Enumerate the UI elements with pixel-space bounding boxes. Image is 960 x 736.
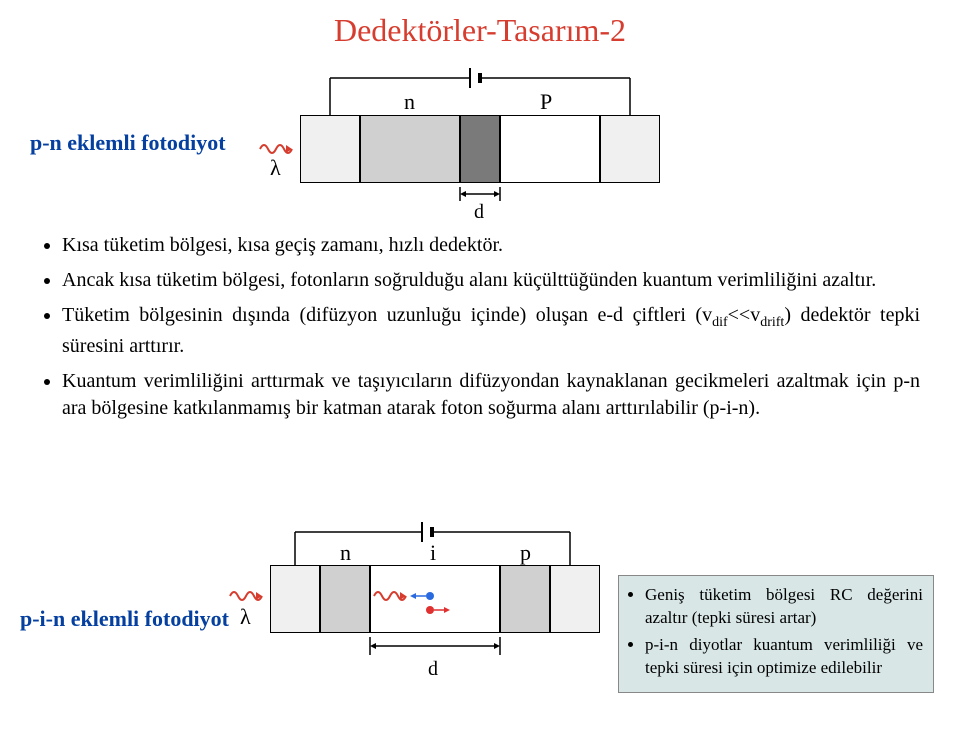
bullet-1: Kısa tüketim bölgesi, kısa geçiş zamanı,… (62, 232, 920, 259)
pin-p-region (500, 565, 550, 633)
pin-n-region (320, 565, 370, 633)
bullet-4: Kuantum verimliliğini arttırmak ve taşıy… (62, 368, 920, 422)
side-label-pin: p-i-n eklemli fotodiyot (20, 606, 229, 632)
pin-outer-right (550, 565, 600, 633)
side-label-pn: p-n eklemli fotodiyot (30, 130, 226, 156)
info-2: p-i-n diyotlar kuantum verimliliği ve te… (645, 634, 923, 680)
pn-lambda: λ (270, 155, 281, 181)
pn-p-region (500, 115, 600, 183)
diagram-pn: n P d λ (300, 55, 660, 225)
bullet-2: Ancak kısa tüketim bölgesi, fotonların s… (62, 267, 920, 294)
pin-i-label: i (430, 540, 436, 566)
pin-n-label: n (340, 540, 351, 566)
pin-internal-icon (372, 582, 498, 622)
wires-top-1 (300, 55, 660, 115)
pn-n-region (360, 115, 460, 183)
bullet-3: Tüketim bölgesinin dışında (difüzyon uzu… (62, 302, 920, 360)
pin-lambda: λ (240, 604, 251, 630)
diagram-pin: n i p d λ (270, 510, 600, 710)
pn-d-label: d (474, 201, 484, 224)
pin-p-label: p (520, 540, 531, 566)
bullet-list: Kısa tüketim bölgesi, kısa geçiş zamanı,… (40, 232, 920, 430)
info-1: Geniş tüketim bölgesi RC değerini azaltı… (645, 584, 923, 630)
pn-outer-right (600, 115, 660, 183)
page-title: Dedektörler-Tasarım-2 (0, 0, 960, 49)
pn-junction (460, 115, 500, 183)
info-box: Geniş tüketim bölgesi RC değerini azaltı… (618, 575, 934, 693)
pn-n-label: n (404, 89, 415, 115)
pn-p-label: P (540, 89, 552, 115)
pn-light-icon (258, 137, 308, 161)
pin-d-label: d (428, 658, 438, 681)
pin-light-icon (228, 584, 278, 608)
pn-outer-left (300, 115, 360, 183)
